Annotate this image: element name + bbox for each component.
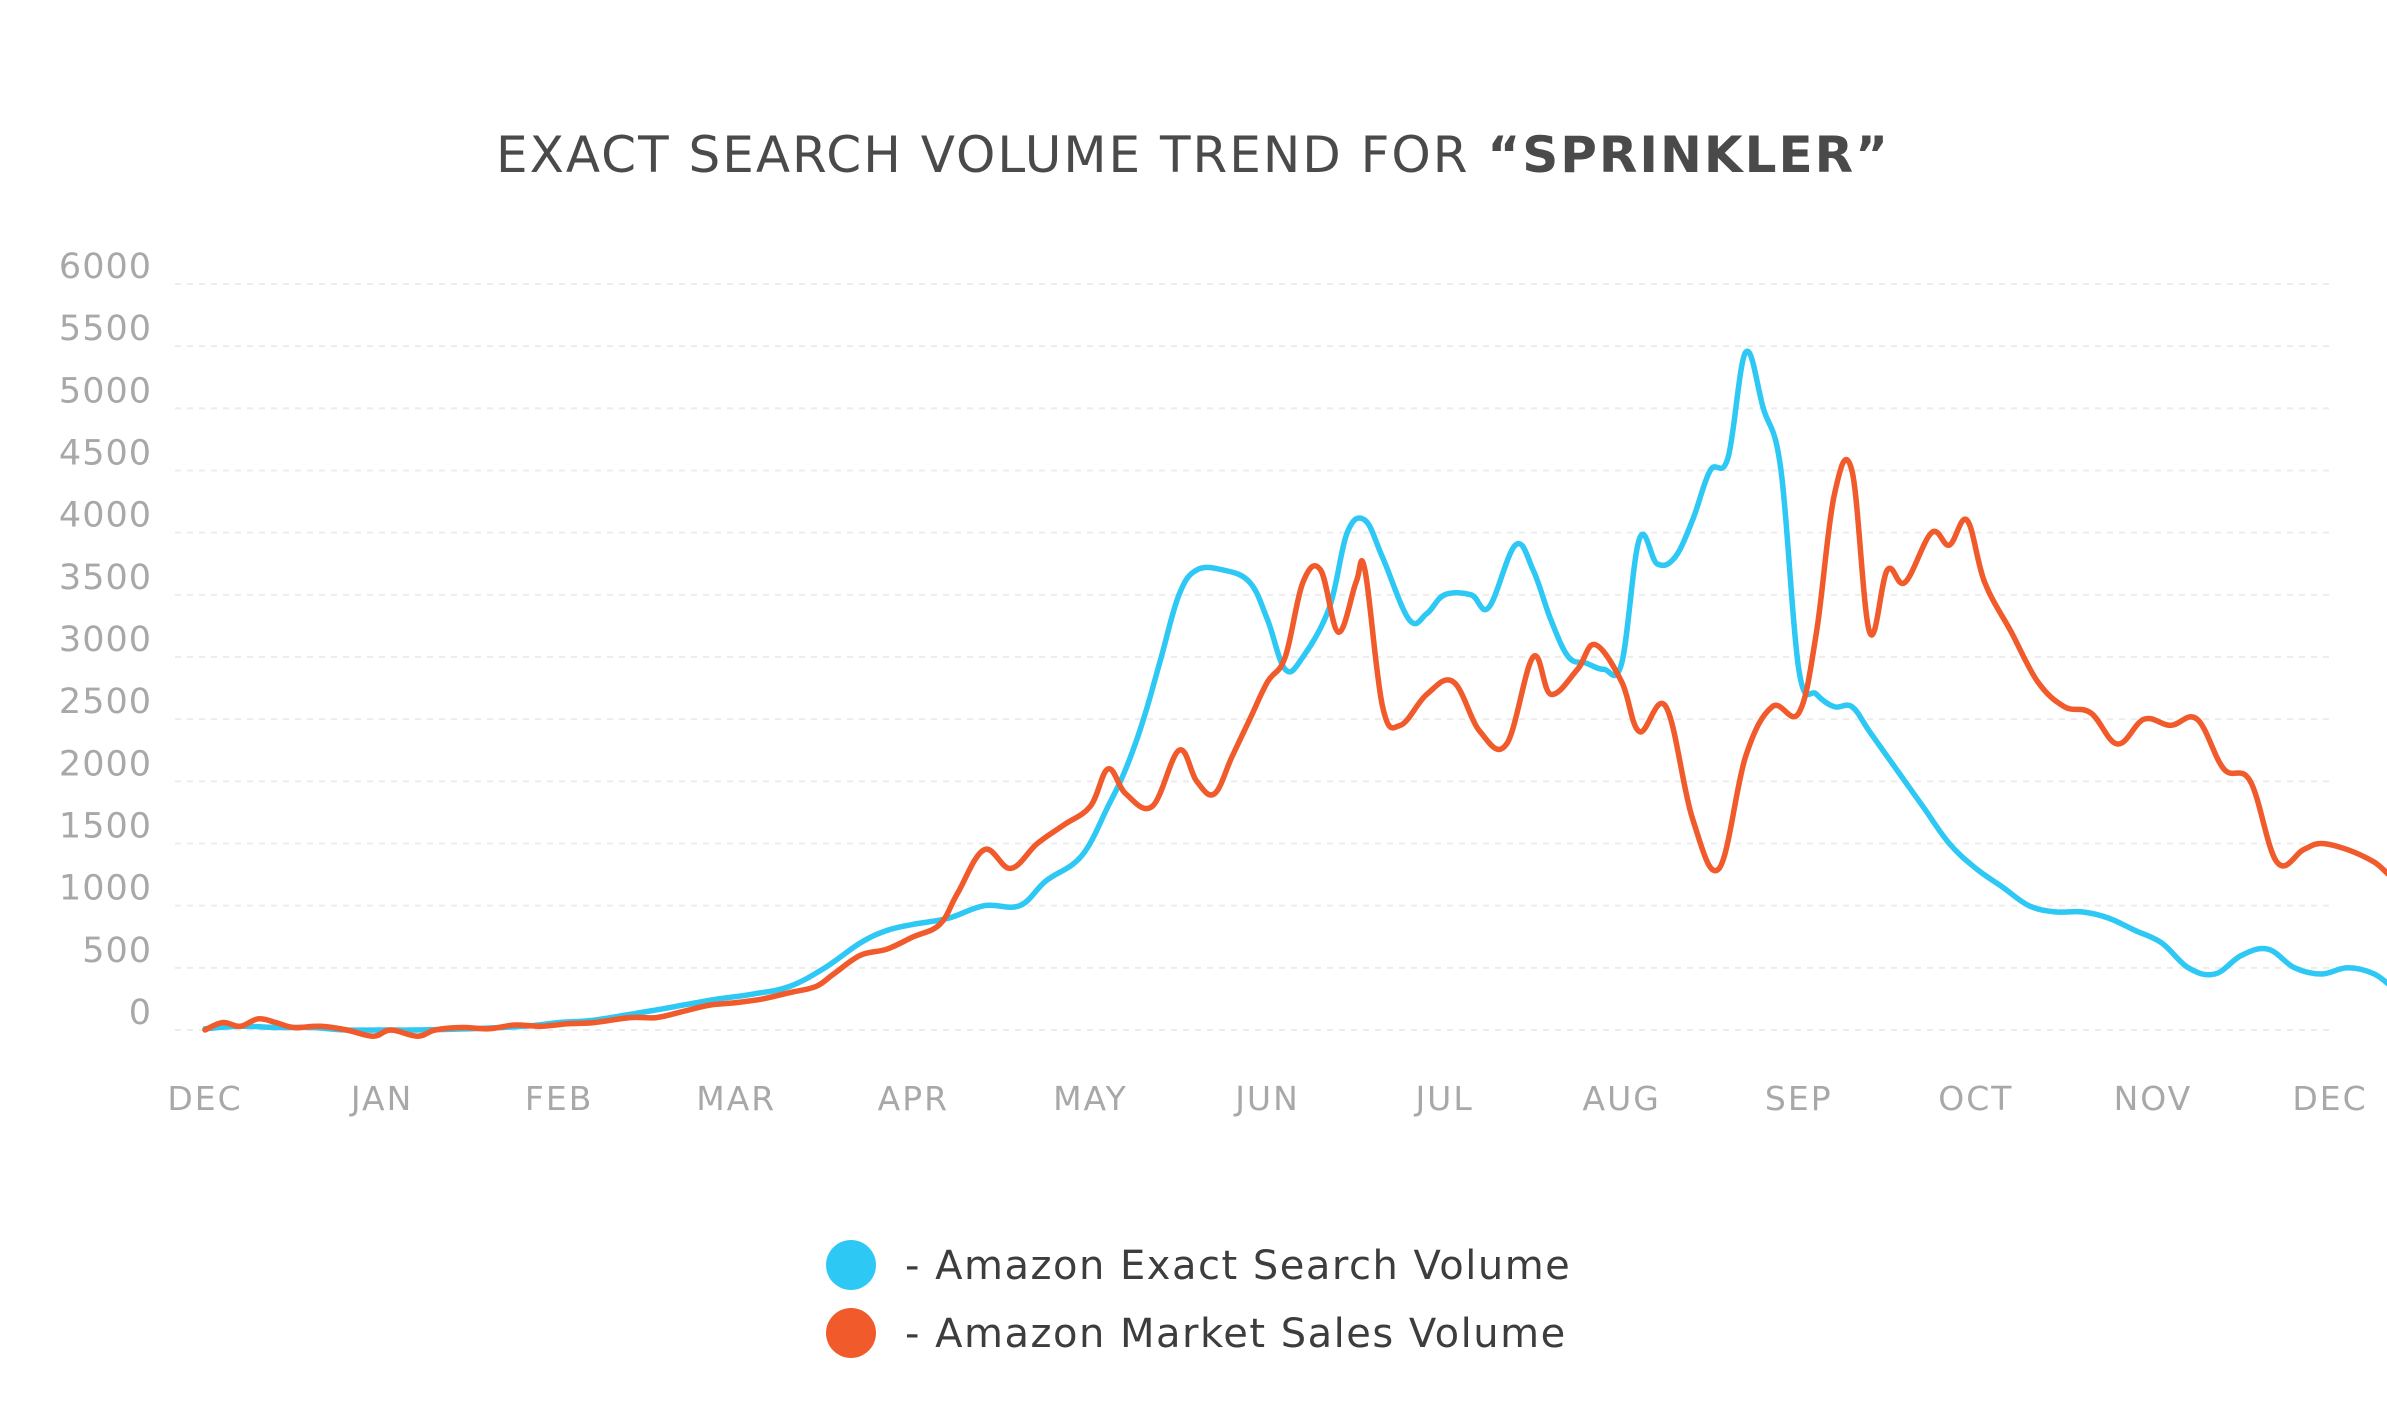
x-tick-label: JUN bbox=[1233, 1079, 1300, 1118]
y-tick-label: 1500 bbox=[59, 807, 152, 847]
y-tick-label: 3500 bbox=[59, 558, 152, 598]
y-tick-label: 0 bbox=[129, 993, 152, 1033]
legend: - Amazon Exact Search Volume - Amazon Mar… bbox=[826, 1240, 1571, 1358]
chart-title-emphasis: “SPRINKLER” bbox=[1487, 126, 1890, 184]
x-tick-label: SEP bbox=[1765, 1079, 1833, 1118]
x-tick-label: NOV bbox=[2114, 1079, 2193, 1118]
y-tick-label: 5000 bbox=[59, 371, 152, 411]
series-lines bbox=[202, 348, 2387, 1039]
y-tick-label: 1000 bbox=[59, 869, 152, 909]
x-axis-ticks: DEC JAN FEB MAR APR MAY JUN JUL AUG SEP OCT NOV DEC bbox=[167, 1079, 2367, 1118]
x-tick-label: JUL bbox=[1413, 1079, 1473, 1118]
x-tick-label: MAY bbox=[1053, 1079, 1128, 1118]
legend-label: - Amazon Market Sales Volume bbox=[905, 1311, 1567, 1357]
x-tick-label: APR bbox=[878, 1079, 949, 1118]
chart-title: EXACT SEARCH VOLUME TREND FOR “SPRINKLER… bbox=[496, 126, 1890, 184]
y-tick-label: 3000 bbox=[59, 620, 152, 660]
x-tick-label: MAR bbox=[696, 1079, 776, 1118]
x-tick-label: DEC bbox=[2292, 1079, 2367, 1118]
y-tick-label: 5500 bbox=[59, 309, 152, 349]
y-tick-label: 4500 bbox=[59, 434, 152, 474]
sales-volume-line bbox=[202, 456, 2387, 1039]
x-tick-label: AUG bbox=[1583, 1079, 1661, 1118]
x-tick-label: DEC bbox=[167, 1079, 242, 1118]
y-tick-label: 2500 bbox=[59, 682, 152, 722]
x-tick-label: JAN bbox=[349, 1079, 413, 1118]
x-tick-label: OCT bbox=[1938, 1079, 2013, 1118]
chart-title-prefix: EXACT SEARCH VOLUME TREND FOR bbox=[496, 126, 1487, 184]
legend-marker bbox=[826, 1308, 876, 1358]
grid-lines bbox=[175, 283, 2330, 1031]
y-tick-label: 6000 bbox=[59, 247, 152, 287]
y-tick-label: 2000 bbox=[59, 744, 152, 784]
legend-label: - Amazon Exact Search Volume bbox=[905, 1243, 1571, 1289]
y-tick-label: 500 bbox=[82, 931, 152, 971]
legend-marker bbox=[826, 1240, 876, 1290]
y-axis-ticks: 0 500 1000 1500 2000 2500 3000 3500 4000 4500 5000… bbox=[59, 247, 152, 1033]
x-tick-label: FEB bbox=[525, 1079, 593, 1118]
y-tick-label: 4000 bbox=[59, 496, 152, 536]
search-volume-line bbox=[202, 348, 2387, 1033]
